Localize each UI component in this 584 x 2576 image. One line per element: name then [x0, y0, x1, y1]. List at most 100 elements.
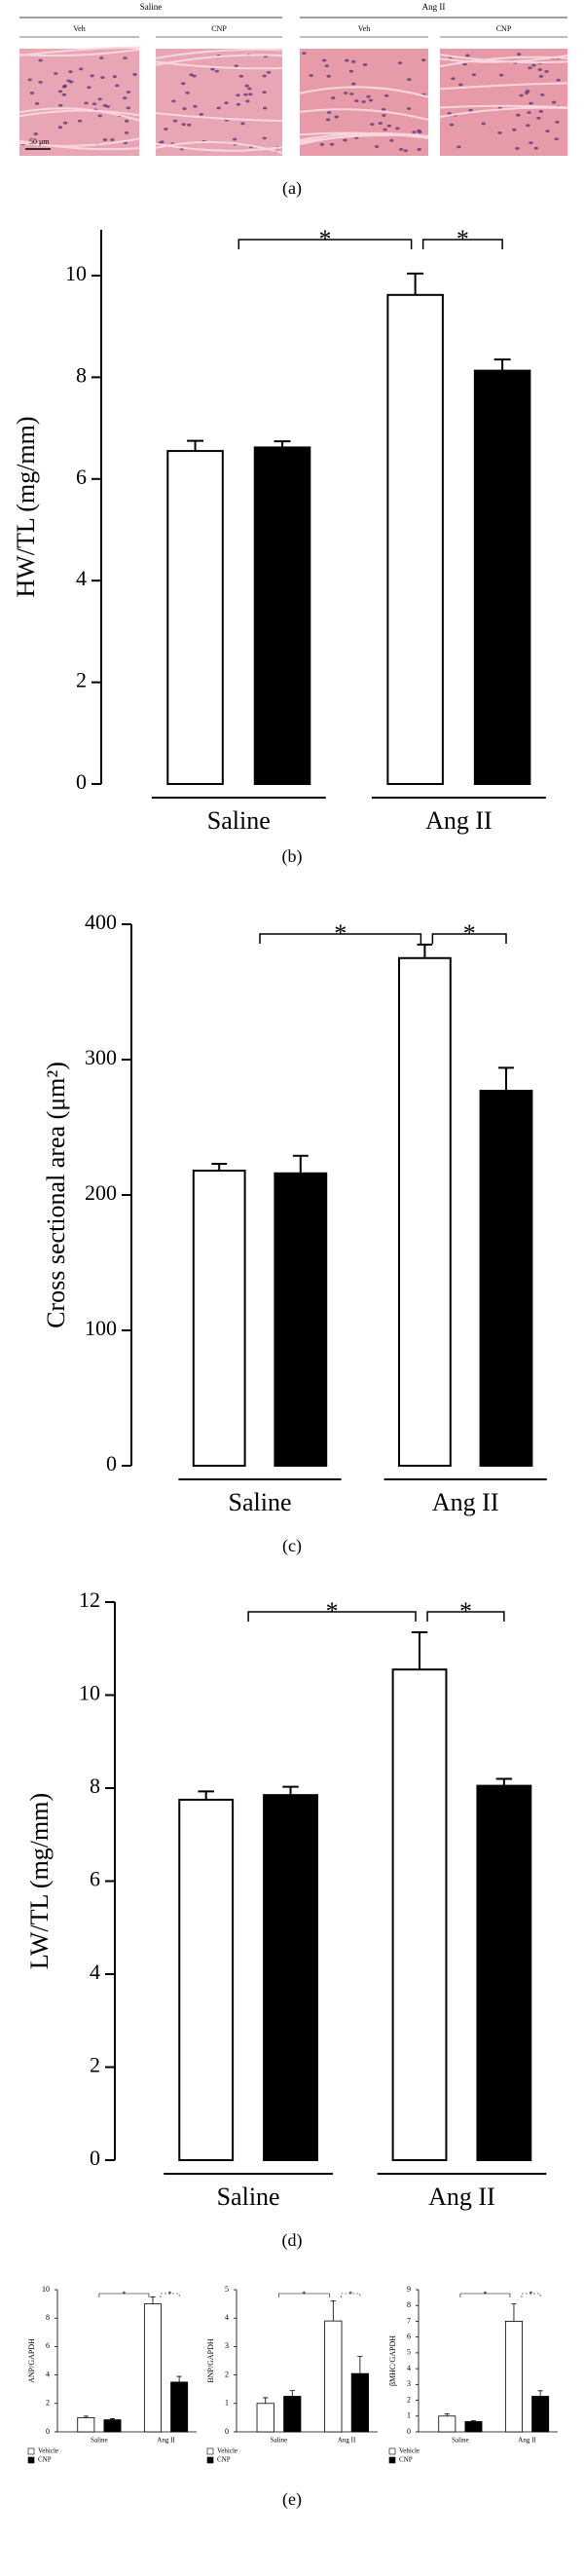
nucleus — [381, 107, 386, 111]
nucleus — [38, 80, 43, 84]
nucleus — [529, 141, 533, 144]
nucleus — [214, 69, 220, 73]
nucleus — [512, 128, 517, 131]
y-axis-label: HW/TL (mg/mm) — [12, 416, 40, 597]
significance-bracket — [237, 239, 413, 249]
nucleus — [417, 148, 421, 151]
nucleus — [172, 119, 178, 123]
nucleus — [421, 58, 426, 62]
x-tick-label: Saline — [271, 2437, 288, 2445]
nucleus — [449, 123, 455, 127]
significance-star: * — [122, 2290, 126, 2298]
nucleus — [374, 145, 380, 148]
error-bar — [537, 2390, 543, 2397]
nucleus — [325, 118, 331, 122]
nucleus — [351, 59, 356, 63]
image-label: CNP — [496, 24, 512, 33]
y-tick-label: 200 — [85, 1180, 117, 1205]
error-bar — [109, 2418, 116, 2420]
nucleus — [397, 61, 403, 65]
error-bar — [150, 2296, 156, 2304]
nucleus — [210, 67, 215, 71]
panel-caption: (a) — [282, 178, 302, 199]
nucleus — [412, 131, 417, 134]
nucleus — [389, 138, 394, 142]
nucleus — [531, 63, 536, 67]
y-tick-label: 2 — [76, 668, 87, 692]
x-tick-label: Saline — [217, 2183, 280, 2211]
nucleus — [62, 121, 68, 125]
nucleus — [533, 146, 538, 150]
significance-bracket — [98, 2293, 150, 2297]
y-tick-label: 8 — [46, 2313, 50, 2322]
nucleus — [99, 56, 104, 59]
y-tick-label: 6 — [46, 2341, 50, 2350]
significance-star: * — [348, 2290, 352, 2298]
error-bar — [263, 2397, 269, 2404]
legend-swatch — [27, 2456, 35, 2464]
legend-label: Vehicle — [399, 2447, 420, 2455]
error-bar — [470, 2420, 477, 2422]
nucleus — [319, 143, 325, 146]
y-tick-label: 1 — [225, 2399, 229, 2408]
error-bar — [176, 2375, 182, 2382]
legend-label: CNP — [217, 2456, 231, 2464]
fiber — [299, 86, 429, 98]
nucleus — [90, 74, 94, 78]
x-tick-label: Ang II — [338, 2437, 356, 2445]
legend-label: Vehicle — [38, 2447, 58, 2455]
significance-star: * — [483, 2290, 487, 2298]
nucleus — [181, 82, 186, 86]
error-bar — [495, 1777, 513, 1786]
nucleus — [160, 140, 164, 144]
nucleus — [33, 132, 38, 135]
nucleus — [224, 101, 229, 105]
nucleus — [516, 53, 522, 56]
histology-image — [19, 49, 139, 156]
y-tick-label: 100 — [85, 1316, 117, 1340]
y-tick-label: 0 — [225, 2427, 229, 2436]
y-tick-label: 0 — [407, 2427, 411, 2436]
nucleus — [54, 72, 58, 75]
significance-star: * — [463, 919, 476, 948]
nucleus — [540, 93, 545, 96]
nucleus — [245, 99, 250, 103]
nucleus — [262, 91, 267, 94]
nucleus — [247, 87, 252, 91]
y-tick-label: 6 — [407, 2332, 411, 2340]
error-bar — [411, 1631, 428, 1670]
fiber — [155, 48, 283, 59]
nucleus — [234, 64, 238, 68]
x-tick-label: Ang II — [157, 2437, 175, 2445]
nucleus — [66, 79, 71, 83]
nucleus — [526, 124, 530, 128]
significance-bracket — [259, 933, 422, 944]
y-tick-label: 6 — [90, 1867, 100, 1891]
nucleus — [527, 111, 531, 114]
significance-bracket — [278, 2293, 330, 2297]
x-tick-label: Saline — [229, 1488, 292, 1516]
nucleus — [61, 85, 67, 89]
histology-image — [440, 49, 567, 156]
panel-caption: (c) — [282, 1536, 302, 1556]
fiber — [155, 112, 283, 123]
nucleus — [181, 123, 186, 127]
fiber — [18, 109, 140, 118]
error-bar — [274, 440, 291, 448]
nucleus — [262, 136, 267, 140]
significance-bracket — [341, 2293, 361, 2297]
image-label: Veh — [358, 24, 370, 33]
panel-caption: (e) — [282, 2489, 302, 2510]
nucleus — [383, 93, 389, 97]
significance-star: * — [326, 1597, 339, 1625]
nucleus — [334, 115, 340, 119]
panel-caption: (b) — [282, 846, 303, 867]
error-bar — [330, 2300, 336, 2322]
bar — [504, 2321, 523, 2433]
nucleus — [398, 147, 404, 151]
nucleus — [126, 91, 131, 93]
nucleus — [544, 70, 549, 73]
nucleus — [378, 122, 383, 125]
y-tick-label: 4 — [407, 2364, 411, 2372]
nucleus — [321, 58, 327, 62]
